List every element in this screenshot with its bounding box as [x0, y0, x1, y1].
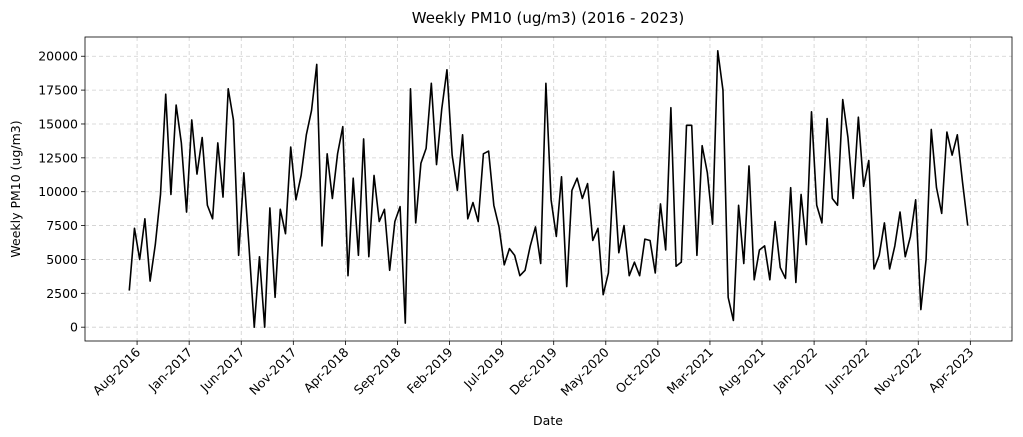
y-tick-label: 20000 — [38, 49, 78, 64]
data-line — [128, 50, 969, 328]
y-tick-label: 17500 — [38, 83, 78, 98]
plot-frame — [84, 36, 1013, 342]
y-tick-label: 10000 — [38, 184, 78, 199]
x-axis-label: Date — [533, 413, 563, 428]
chart-title: Weekly PM10 (ug/m3) (2016 - 2023) — [412, 9, 684, 27]
y-tick-label: 5000 — [46, 252, 78, 267]
y-axis-label: Weekly PM10 (ug/m3) — [8, 120, 23, 257]
y-tick-label: 0 — [70, 320, 78, 335]
y-tick-label: 7500 — [46, 218, 78, 233]
y-tick-label: 2500 — [46, 286, 78, 301]
y-tick-label: 12500 — [38, 150, 78, 165]
y-tick-label: 15000 — [38, 116, 78, 131]
